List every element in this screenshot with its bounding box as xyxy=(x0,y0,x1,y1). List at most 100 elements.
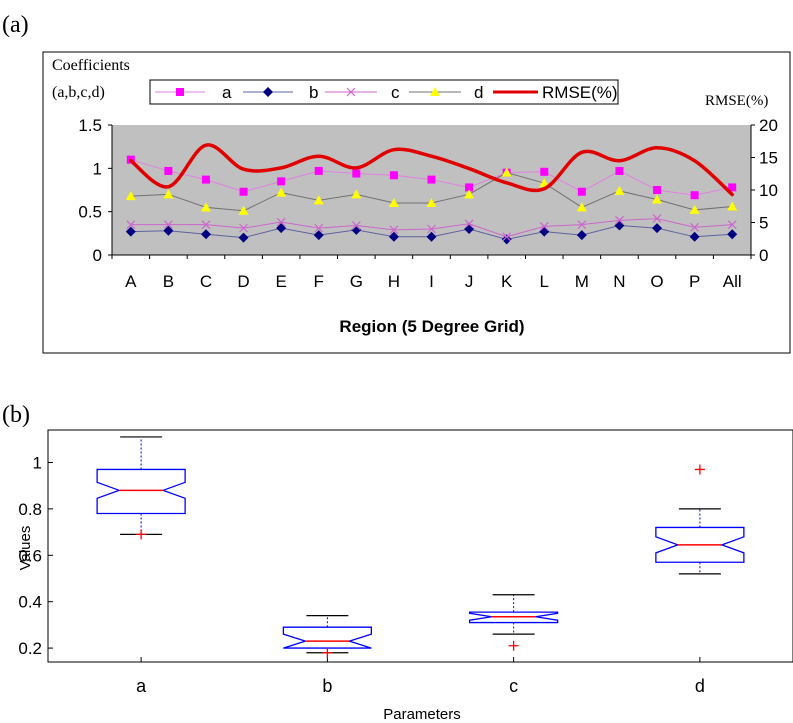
series-point-b xyxy=(576,230,587,241)
series-point-c xyxy=(351,221,361,230)
series-point-d xyxy=(464,189,475,199)
series-point-a xyxy=(615,166,624,175)
outlier xyxy=(694,464,705,475)
legend-marker-d xyxy=(430,87,440,96)
series-point-a xyxy=(427,175,436,184)
series-point-b xyxy=(238,232,249,243)
y-axis-title-line1: Coefficients xyxy=(52,57,130,74)
box-a xyxy=(96,436,186,540)
series-point-b xyxy=(276,223,287,234)
series-point-c xyxy=(690,222,700,232)
box-y-tick-label: 0.4 xyxy=(18,593,42,612)
right-tick-label: 5 xyxy=(759,214,768,233)
x-tick-label: P xyxy=(689,272,700,291)
series-point-a xyxy=(540,167,549,176)
legend-label-b: b xyxy=(309,83,318,102)
series-point-c xyxy=(239,223,248,233)
series-point-a xyxy=(352,169,361,178)
series-point-d xyxy=(501,167,512,177)
series-point-d xyxy=(351,189,362,199)
series-point-b xyxy=(689,231,700,242)
box-y-tick-label: 1 xyxy=(33,453,42,472)
x-tick-label: F xyxy=(314,272,324,291)
series-point-c xyxy=(163,220,173,230)
series-point-a xyxy=(690,191,699,200)
outlier xyxy=(136,529,147,540)
box-x-tick-label: d xyxy=(695,676,705,696)
box-body xyxy=(468,611,559,624)
series-point-a xyxy=(277,177,286,186)
right-tick-label: 0 xyxy=(759,246,768,265)
series-point-d xyxy=(313,195,324,205)
panel-a-label: (a) xyxy=(2,12,29,38)
outlier xyxy=(508,640,519,651)
panel-b-x-axis-title: Parameters xyxy=(383,706,461,723)
series-point-c xyxy=(126,220,136,230)
series-point-c xyxy=(464,219,474,229)
panel-b-y-axis-title: Values xyxy=(17,526,34,571)
legend: a b c d RMSE(%) xyxy=(149,79,619,105)
series-point-b xyxy=(200,229,211,240)
panel-b-label: (b) xyxy=(2,402,30,428)
series-point-b xyxy=(125,226,136,237)
x-tick-label: I xyxy=(429,272,434,291)
series-point-a xyxy=(164,166,173,175)
legend-marker-a xyxy=(176,88,184,96)
box-d xyxy=(655,464,745,575)
x-tick-label: L xyxy=(540,272,549,291)
right-axis-title: RMSE(%) xyxy=(705,93,768,109)
series-point-c xyxy=(727,220,737,230)
series-point-a xyxy=(577,187,586,196)
series-point-c xyxy=(539,221,549,231)
legend-label-c: c xyxy=(391,83,400,102)
legend-box xyxy=(149,79,619,105)
y-axis-title-line2: (a,b,c,d) xyxy=(52,84,105,101)
series-point-d xyxy=(276,187,287,197)
series-point-d xyxy=(614,185,625,195)
series-point-a xyxy=(728,183,737,192)
series-point-b xyxy=(388,231,399,242)
series-point-c xyxy=(427,224,436,234)
legend-label-rmse: RMSE(%) xyxy=(542,83,618,102)
legend-label-a: a xyxy=(222,83,232,102)
box-y-tick-label: 0.6 xyxy=(18,546,42,565)
x-tick-label: O xyxy=(650,272,663,291)
box-x-tick-label: c xyxy=(509,676,518,696)
series-point-c xyxy=(389,225,399,235)
series-point-a xyxy=(389,171,398,180)
legend-marker-b xyxy=(263,87,273,97)
series-point-d xyxy=(200,202,211,212)
series-point-c xyxy=(276,217,286,227)
series-point-a xyxy=(465,183,474,192)
panel-b-marks: 0.2 0.4 0.6 0.8 1 a b c d xyxy=(18,436,745,696)
x-tick-label: A xyxy=(125,272,137,291)
x-tick-label: C xyxy=(200,272,212,291)
left-tick-label: 1 xyxy=(93,159,102,178)
box-y-tick-label: 0.2 xyxy=(18,639,42,658)
right-tick-label: 10 xyxy=(759,181,778,200)
left-tick-label: 0 xyxy=(93,246,102,265)
left-tick-label: 1.5 xyxy=(78,116,102,135)
series-point-c xyxy=(577,220,587,230)
box-body xyxy=(655,526,745,563)
x-tick-label: D xyxy=(237,272,249,291)
series-point-c xyxy=(201,220,211,230)
box-body xyxy=(96,468,186,515)
x-tick-label: E xyxy=(275,272,286,291)
x-tick-label: All xyxy=(723,272,742,291)
left-tick-label: 0.5 xyxy=(78,203,102,222)
box-body xyxy=(282,626,373,649)
series-point-c xyxy=(314,223,324,233)
series-point-d xyxy=(163,189,174,199)
x-tick-label: M xyxy=(575,272,589,291)
x-tick-label: K xyxy=(501,272,513,291)
x-axis-title: Region (5 Degree Grid) xyxy=(339,317,524,336)
legend-marker-c xyxy=(346,87,356,97)
x-tick-label: B xyxy=(163,272,174,291)
series-line-rmse xyxy=(129,143,734,197)
box-c xyxy=(468,594,559,651)
box-y-tick-label: 0.8 xyxy=(18,500,42,519)
series-point-d xyxy=(388,198,399,207)
series-point-a xyxy=(314,166,323,175)
series-point-d xyxy=(539,178,550,188)
